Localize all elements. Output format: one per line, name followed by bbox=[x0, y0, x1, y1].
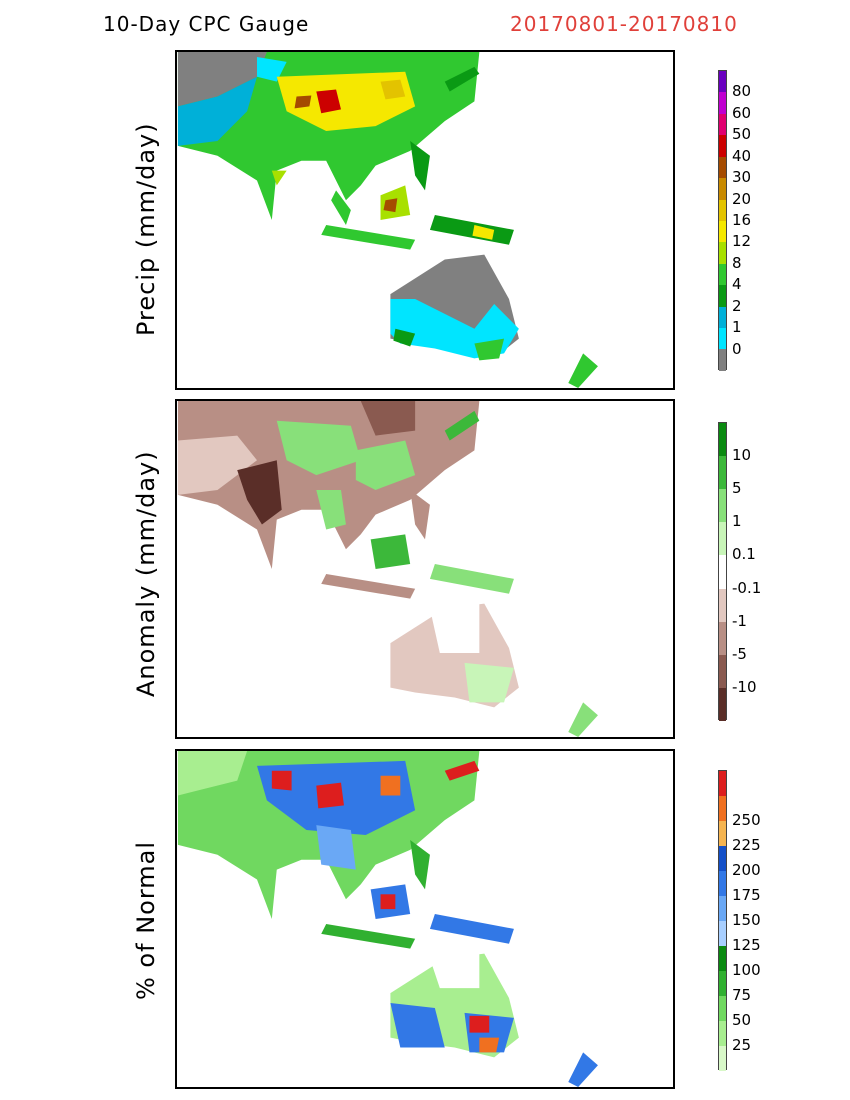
colorbar-swatch bbox=[719, 846, 726, 871]
precip-colorbar bbox=[718, 70, 727, 371]
colorbar-tick-label: 25 bbox=[732, 1036, 752, 1054]
colorbar-swatch bbox=[719, 921, 726, 946]
percent-normal-map-panel bbox=[175, 749, 675, 1089]
precip-map bbox=[177, 52, 598, 388]
colorbar-swatch bbox=[719, 92, 726, 114]
colorbar-tick-label: 2 bbox=[732, 296, 742, 315]
colorbar-swatch bbox=[719, 178, 726, 200]
colorbar-tick-label: 80 bbox=[732, 82, 752, 101]
colorbar-tick-label: 1 bbox=[732, 512, 742, 531]
colorbar-swatch bbox=[719, 996, 726, 1021]
colorbar-swatch bbox=[719, 796, 726, 821]
anomaly-map-panel bbox=[175, 399, 675, 739]
colorbar-swatch bbox=[719, 771, 726, 796]
colorbar-tick-label: 10 bbox=[732, 446, 752, 465]
colorbar-swatch bbox=[719, 156, 726, 179]
colorbar-tick-label: 100 bbox=[732, 961, 761, 979]
colorbar-swatch bbox=[719, 946, 726, 971]
colorbar-tick-label: 50 bbox=[732, 125, 752, 144]
colorbar-tick-label: 150 bbox=[732, 911, 761, 929]
colorbar-swatch bbox=[719, 423, 726, 457]
date-range: 20170801-20170810 bbox=[510, 12, 738, 36]
colorbar-tick-label: 0.1 bbox=[732, 545, 756, 564]
precip-map-panel bbox=[175, 50, 675, 390]
colorbar-tick-label: 50 bbox=[732, 1011, 752, 1029]
anomaly-map bbox=[177, 401, 598, 737]
colorbar-tick-label: 16 bbox=[732, 211, 752, 229]
colorbar-swatch bbox=[719, 263, 726, 286]
colorbar-tick-label: 60 bbox=[732, 103, 752, 122]
colorbar-tick-label: -5 bbox=[732, 644, 747, 663]
colorbar-swatch bbox=[719, 821, 726, 846]
colorbar-swatch bbox=[719, 349, 726, 371]
colorbar-tick-label: -10 bbox=[732, 677, 757, 696]
percent-normal-colorbar bbox=[718, 770, 727, 1071]
percent-normal-axis-label: % of Normal bbox=[132, 840, 160, 1000]
colorbar-swatch bbox=[719, 871, 726, 896]
colorbar-swatch bbox=[719, 522, 726, 556]
colorbar-tick-label: 250 bbox=[732, 811, 761, 829]
colorbar-swatch bbox=[719, 285, 726, 307]
colorbar-tick-label: -0.1 bbox=[732, 578, 762, 597]
colorbar-tick-label: 40 bbox=[732, 146, 752, 165]
colorbar-tick-label: 30 bbox=[732, 168, 752, 187]
colorbar-swatch bbox=[719, 199, 726, 221]
colorbar-swatch bbox=[719, 654, 726, 688]
colorbar-tick-label: 75 bbox=[732, 986, 752, 1004]
anomaly-colorbar bbox=[718, 422, 727, 721]
colorbar-swatch bbox=[719, 971, 726, 996]
colorbar-tick-label: 20 bbox=[732, 189, 752, 208]
colorbar-swatch bbox=[719, 242, 726, 264]
colorbar-tick-label: 200 bbox=[732, 861, 761, 879]
colorbar-swatch bbox=[719, 113, 726, 136]
colorbar-swatch bbox=[719, 135, 726, 157]
colorbar-tick-label: 175 bbox=[732, 886, 761, 904]
colorbar-swatch bbox=[719, 220, 726, 243]
colorbar-swatch bbox=[719, 328, 726, 350]
precip-axis-label: Precip (mm/day) bbox=[132, 122, 160, 336]
colorbar-swatch bbox=[719, 588, 726, 622]
colorbar-tick-label: 125 bbox=[732, 936, 761, 954]
colorbar-swatch bbox=[719, 555, 726, 589]
map-title: 10-Day CPC Gauge bbox=[103, 12, 310, 36]
colorbar-tick-label: 8 bbox=[732, 253, 742, 272]
colorbar-swatch bbox=[719, 621, 726, 655]
colorbar-swatch bbox=[719, 896, 726, 921]
colorbar-swatch bbox=[719, 306, 726, 329]
colorbar-tick-label: 4 bbox=[732, 275, 742, 294]
colorbar-tick-label: -1 bbox=[732, 611, 747, 630]
colorbar-swatch bbox=[719, 71, 726, 93]
percent-normal-map bbox=[177, 751, 598, 1087]
colorbar-swatch bbox=[719, 1046, 726, 1071]
colorbar-swatch bbox=[719, 687, 726, 721]
colorbar-tick-label: 0 bbox=[732, 339, 742, 358]
colorbar-tick-label: 1 bbox=[732, 318, 742, 337]
anomaly-axis-label: Anomaly (mm/day) bbox=[132, 450, 160, 697]
colorbar-swatch bbox=[719, 1021, 726, 1046]
colorbar-swatch bbox=[719, 456, 726, 490]
colorbar-swatch bbox=[719, 489, 726, 523]
colorbar-tick-label: 5 bbox=[732, 479, 742, 498]
colorbar-tick-label: 225 bbox=[732, 836, 761, 854]
colorbar-tick-label: 12 bbox=[732, 232, 752, 251]
